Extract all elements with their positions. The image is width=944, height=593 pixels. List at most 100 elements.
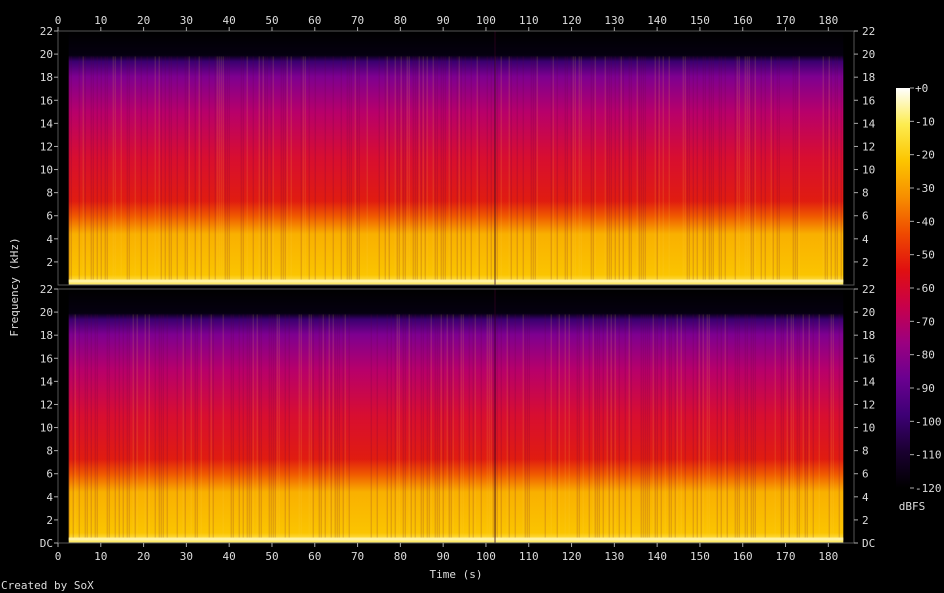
texture-stripe [580, 56, 582, 280]
texture-top [68, 31, 844, 285]
texture-stripe [82, 56, 84, 280]
x-tick-label-bottom: 110 [519, 550, 539, 563]
texture-stripe [404, 314, 406, 538]
texture-stripe [398, 314, 400, 538]
texture-stripe [836, 56, 838, 280]
texture-stripe [804, 314, 806, 538]
texture-stripe [684, 314, 686, 538]
x-tick-label-top: 140 [647, 14, 667, 27]
texture-stripe [348, 314, 350, 538]
texture-stripe [598, 314, 600, 538]
texture-stripe [108, 314, 110, 538]
texture-stripe [366, 56, 368, 280]
x-tick-label-bottom: 100 [476, 550, 496, 563]
texture-stripe [120, 56, 122, 280]
texture-stripe [652, 314, 654, 538]
texture-stripe [532, 56, 534, 280]
y-tick-label-right: 6 [862, 210, 869, 223]
texture-stripe [644, 56, 646, 280]
texture-stripe [208, 314, 210, 538]
texture-stripe [284, 56, 286, 280]
texture-stripe [398, 56, 400, 280]
texture-stripe [170, 56, 172, 280]
texture-stripe [304, 56, 306, 280]
texture-stripe [594, 314, 596, 538]
texture-stripe [400, 56, 402, 280]
panel-top-frame [57, 30, 855, 286]
panel-bottom [57, 288, 855, 544]
texture-stripe [166, 314, 168, 538]
colorbar-ticks: +0 -10 -20 -30 -40 -50 -60 -70 -80 -90 -100 -110 -12… [910, 82, 942, 495]
texture-stripe [252, 314, 254, 538]
texture-stripe [84, 56, 86, 280]
texture-stripe [536, 56, 538, 280]
texture-stripe [838, 314, 840, 538]
texture-stripe [426, 314, 428, 538]
texture-stripe [266, 56, 268, 280]
texture-stripe [608, 56, 610, 280]
texture-stripe [430, 314, 432, 538]
texture-stripe [834, 56, 836, 280]
texture-stripe [456, 56, 458, 280]
texture-stripe [578, 56, 580, 280]
texture-stripe [684, 56, 686, 280]
texture-stripe [200, 314, 202, 538]
texture-stripe [162, 314, 164, 538]
texture-stripe [662, 56, 664, 280]
texture-stripe [412, 56, 414, 280]
texture-stripe [644, 314, 646, 538]
texture-stripe [256, 314, 258, 538]
texture-stripe [578, 314, 580, 538]
texture-stripe [802, 314, 804, 538]
texture-stripe [682, 56, 684, 280]
texture-stripe [604, 56, 606, 280]
y-tick-label-left: 14 [40, 117, 54, 130]
colorbar-tick-label: -30 [915, 182, 935, 195]
colorbar-tick-label: -70 [915, 315, 935, 328]
texture-stripe [432, 56, 434, 280]
texture-stripe [468, 314, 470, 538]
texture-stripe [828, 56, 830, 280]
texture-stripe [746, 56, 748, 280]
texture-stripe [808, 314, 810, 538]
texture-stripe [508, 314, 510, 538]
texture-stripe [144, 314, 146, 538]
y-tick-label-right: 2 [862, 514, 869, 527]
texture-stripe [330, 314, 332, 538]
texture-stripe [628, 314, 630, 538]
texture-stripe [792, 314, 794, 538]
texture-stripe [606, 56, 608, 280]
texture-stripe [90, 56, 92, 280]
dc-line [68, 537, 844, 541]
colorbar-tick-label: +0 [915, 82, 928, 95]
texture-stripe [738, 56, 740, 280]
x-tick-label-bottom: 160 [733, 550, 753, 563]
texture-stripe [96, 56, 98, 280]
texture-stripe [106, 314, 108, 538]
texture-stripe [406, 56, 408, 280]
texture-stripe [422, 314, 424, 538]
texture-stripe [436, 314, 438, 538]
texture-stripe [440, 314, 442, 538]
texture-stripe [688, 56, 690, 280]
texture-stripe [822, 56, 824, 280]
texture-stripe [720, 56, 722, 280]
texture-stripe [620, 56, 622, 280]
texture-stripe [614, 56, 616, 280]
texture-stripe [696, 56, 698, 280]
texture-stripe [282, 56, 284, 280]
texture-stripe [680, 314, 682, 538]
texture-stripe [424, 56, 426, 280]
texture-stripe [448, 314, 450, 538]
colorbar-tick-label: -10 [915, 115, 935, 128]
texture-stripe [594, 56, 596, 280]
texture-stripe [258, 56, 260, 280]
texture-stripe [344, 314, 346, 538]
dropout-line [494, 31, 496, 285]
texture-stripe [704, 56, 706, 280]
y-tick-label-left: 10 [40, 422, 53, 435]
texture-stripe [592, 56, 594, 280]
texture-stripe [114, 56, 116, 280]
texture-stripe [734, 56, 736, 280]
texture-stripe [618, 314, 620, 538]
